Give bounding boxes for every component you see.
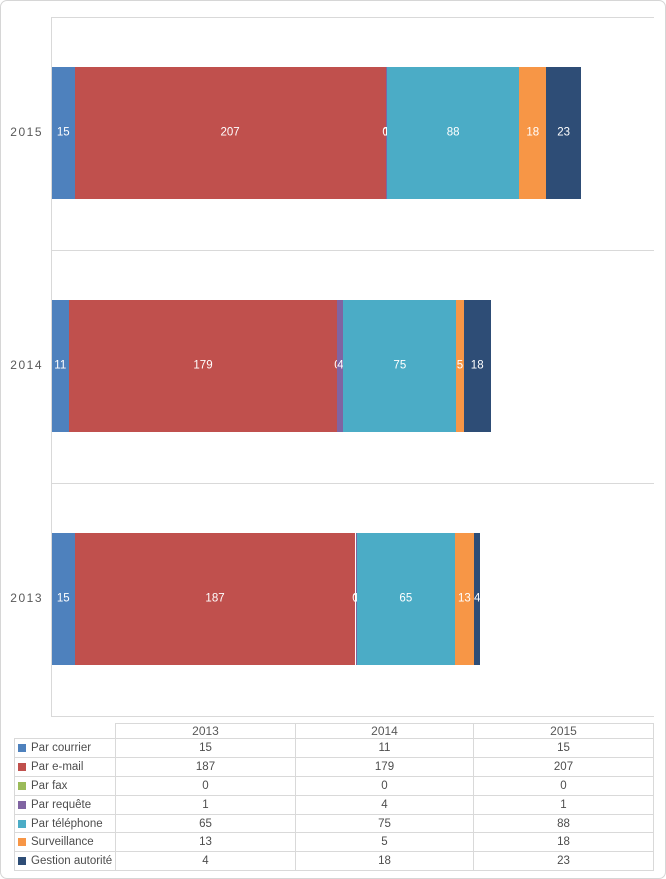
bar-segment: [546, 67, 581, 199]
bar-segment-label: 15: [56, 592, 70, 605]
table-value-cell: 11: [296, 739, 474, 758]
stacked-bar-2013: 151870165134: [52, 533, 654, 665]
bar-segment-label: 179: [193, 359, 213, 372]
table-value-cell: 0: [474, 776, 654, 796]
bar-segment: [463, 300, 491, 432]
category-row-2015: 1520701881823: [52, 18, 654, 251]
table-year-header: 2014: [296, 723, 474, 739]
bar-segment: [474, 533, 481, 665]
category-axis-label: 2014: [10, 358, 43, 372]
bar-segment-label: 65: [399, 592, 413, 605]
table-value-cell: 1: [474, 795, 654, 815]
bar-segment: [355, 533, 357, 665]
table-value-cell: 88: [474, 814, 654, 834]
series-name-label: Par requête: [31, 798, 92, 811]
chart-data-table: 2013 2014 2015 Par courrier 15 11 15 Par e-mail…: [14, 723, 654, 872]
bar-segment-label: 1: [383, 127, 389, 139]
table-value-cell: 4: [116, 852, 296, 872]
stacked-bar-2014: 111790475518: [52, 300, 654, 432]
bar-segment-label: 15: [56, 126, 70, 139]
bar-segment-label: 4: [337, 359, 344, 372]
bar-segment-label: 18: [526, 126, 540, 139]
bar-segment: [52, 67, 75, 199]
table-value-cell: 0: [296, 776, 474, 796]
bar-segment-label: 1: [353, 593, 359, 605]
table-value-cell: 18: [296, 852, 474, 872]
bar-segment-label: 18: [470, 359, 484, 372]
bar-segment: [343, 300, 457, 432]
bar-segment: [456, 300, 464, 432]
series-name-label: Par courrier: [31, 741, 92, 754]
table-series-label-cell: Par e-mail: [14, 757, 116, 777]
bar-segment: [68, 300, 338, 432]
legend-key-icon: [18, 838, 26, 847]
stacked-bar-2015: 1520701881823: [52, 67, 654, 199]
table-series-label-cell: Surveillance: [14, 833, 116, 853]
table-year-header: 2013: [116, 723, 296, 739]
bar-segment: [357, 533, 455, 665]
category-axis-label: 2015: [10, 125, 43, 139]
table-series-label-cell: Par courrier: [14, 739, 116, 758]
table-value-cell: 65: [116, 814, 296, 834]
table-value-cell: 15: [474, 739, 654, 758]
bar-segment-label: 23: [557, 126, 570, 139]
bar-segment: [385, 67, 388, 199]
table-series-label-cell: Par fax: [14, 776, 116, 796]
table-value-cell: 13: [116, 833, 296, 853]
bar-segment-label: 5: [456, 359, 464, 372]
category-axis-label: 2013: [10, 591, 43, 605]
legend-key-icon: [18, 762, 26, 771]
table-value-cell: 4: [296, 795, 474, 815]
table-series-label-cell: Par requête: [14, 795, 116, 815]
category-row-2014: 111790475518: [52, 251, 654, 484]
legend-key-icon: [18, 800, 26, 809]
bar-segment: [74, 533, 356, 665]
bar-segment-label: 187: [205, 592, 225, 605]
table-value-cell: 187: [116, 757, 296, 777]
table-value-cell: 1: [116, 795, 296, 815]
table-value-cell: 207: [474, 757, 654, 777]
bar-segment-label: 4: [474, 592, 481, 605]
table-value-cell: 179: [296, 757, 474, 777]
bar-segment-label: 88: [446, 126, 460, 139]
bar-segment: [74, 67, 386, 199]
bar-segment-label: 207: [220, 126, 240, 139]
table-value-cell: 15: [116, 739, 296, 758]
series-name-label: Par fax: [31, 779, 68, 792]
legend-key-icon: [18, 857, 26, 866]
table-series-label-cell: Par téléphone: [14, 814, 116, 834]
plot-area: 1520701881823111790475518151870165134: [51, 17, 654, 717]
bar-segment-label: 13: [458, 592, 471, 605]
table-year-header: 2015: [474, 723, 654, 739]
table-value-cell: 75: [296, 814, 474, 834]
series-name-label: Gestion autorité: [31, 855, 113, 868]
bar-segment: [337, 300, 344, 432]
table-series-label-cell: Gestion autorité: [14, 852, 116, 872]
bar-segment-label: 75: [393, 359, 407, 372]
table-value-cell: 23: [474, 852, 654, 872]
table-value-cell: 0: [116, 776, 296, 796]
series-name-label: Par téléphone: [31, 817, 103, 830]
series-name-label: Par e-mail: [31, 760, 84, 773]
category-row-2013: 151870165134: [52, 484, 654, 717]
table-corner-cell: [14, 723, 116, 739]
legend-key-icon: [18, 743, 26, 752]
legend-key-icon: [18, 819, 26, 828]
bar-segment-label: 11: [54, 359, 67, 372]
table-value-cell: 5: [296, 833, 474, 853]
series-name-label: Surveillance: [31, 836, 94, 849]
bar-segment: [52, 533, 75, 665]
bar-segment: [519, 67, 547, 199]
bar-segment: [454, 533, 475, 665]
bar-segment: [52, 300, 69, 432]
table-value-cell: 18: [474, 833, 654, 853]
legend-key-icon: [18, 781, 26, 790]
bar-segment: [387, 67, 520, 199]
